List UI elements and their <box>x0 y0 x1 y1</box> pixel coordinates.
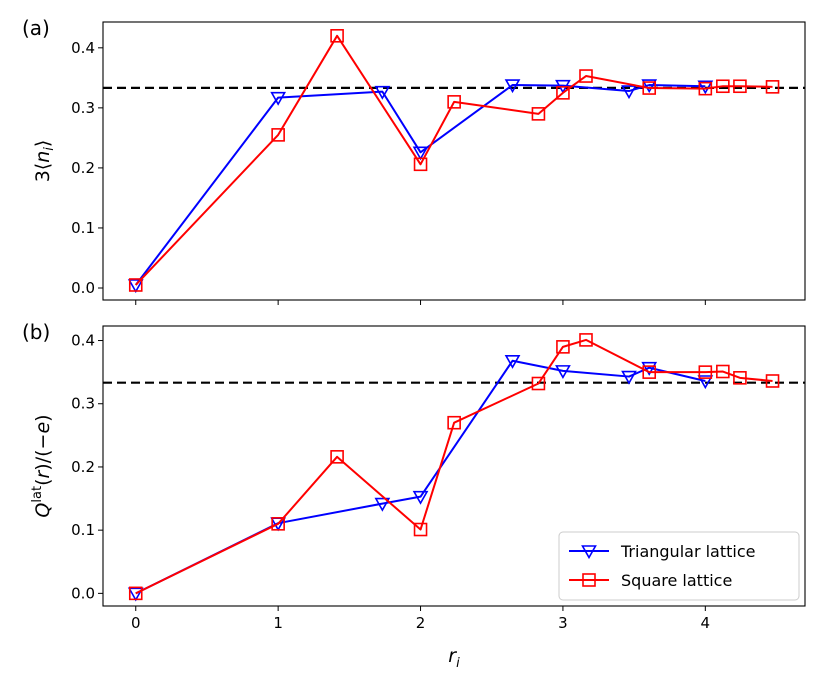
y-axis-label: 3⟨ni⟩ <box>32 140 57 183</box>
x-tick-label: 1 <box>273 614 283 632</box>
triangular-data-point <box>374 497 391 512</box>
y-tick-label: 0.3 <box>71 99 95 117</box>
square-data-point <box>765 374 780 388</box>
square-data-point <box>716 364 730 379</box>
plot-frame <box>102 325 806 607</box>
triangular-data-point <box>621 85 637 100</box>
x-tick-label: 0 <box>131 614 141 632</box>
triangular-data-point <box>412 146 429 161</box>
legend-label: Triangular lattice <box>620 542 755 561</box>
y-tick-label: 0.0 <box>71 584 95 602</box>
legend-swatch-marker <box>582 573 596 587</box>
x-axis-label: ri <box>448 645 460 671</box>
y-tick-label: 0.4 <box>71 39 95 57</box>
square-data-point <box>128 586 143 601</box>
triangular-data-point <box>374 85 391 100</box>
square-data-point <box>733 371 747 385</box>
triangular-data-point <box>641 79 658 94</box>
triangular-series-line <box>134 84 706 286</box>
legend-box <box>558 531 800 601</box>
y-tick-label: 0.0 <box>71 279 95 297</box>
triangular-data-point <box>555 365 571 380</box>
triangular-data-point <box>697 375 714 390</box>
y-axis-label: Qlat(r)/(−e) <box>30 414 54 517</box>
square-data-point <box>531 376 546 391</box>
square-data-point <box>642 81 657 95</box>
y-tick-label: 0.2 <box>71 159 95 177</box>
y-tick-label: 0.4 <box>71 332 95 350</box>
panel-label: (b) <box>22 320 50 344</box>
square-series-line <box>135 34 773 286</box>
square-data-point <box>698 81 713 96</box>
square-data-point <box>413 522 428 537</box>
x-tick-label: 3 <box>558 614 568 632</box>
y-tick-label: 0.1 <box>71 219 95 237</box>
panel-b: 0.0 0.1 0.2 0.3 0.4 0 1 2 3 4 (b) Qlat(r)/(−e) ri Tri… <box>22 320 806 671</box>
plot-frame <box>102 21 806 301</box>
triangular-data-point <box>270 91 287 106</box>
triangular-data-point <box>621 370 637 385</box>
panel-label: (a) <box>22 16 50 40</box>
square-data-point <box>271 128 285 142</box>
triangular-data-point <box>127 587 144 602</box>
y-tick-label: 0.1 <box>71 521 95 539</box>
triangular-data-point <box>641 361 658 376</box>
square-data-point <box>716 79 730 94</box>
triangular-data-point <box>127 279 144 294</box>
triangular-data-point <box>504 79 521 94</box>
square-data-point <box>413 157 428 172</box>
square-data-point <box>330 450 344 464</box>
square-data-point <box>642 365 657 379</box>
legend-label: Square lattice <box>621 571 732 590</box>
square-data-point <box>556 340 570 354</box>
y-tick-label: 0.3 <box>71 395 95 413</box>
legend-swatch-marker <box>581 545 597 560</box>
square-data-point <box>579 69 593 83</box>
legend: Triangular lattice Square lattice <box>558 531 800 601</box>
panel-a: 0.0 0.1 0.2 0.3 0.4 (a) 3⟨ni⟩ <box>22 16 806 305</box>
square-data-point <box>531 107 546 121</box>
square-series-line <box>135 338 773 595</box>
square-data-point <box>271 517 285 531</box>
square-data-point <box>733 79 747 94</box>
y-tick-label: 0.2 <box>71 458 95 476</box>
triangular-data-point <box>412 490 429 505</box>
square-data-point <box>447 95 461 109</box>
triangular-data-point <box>504 354 521 369</box>
square-data-point <box>447 415 461 430</box>
square-data-point <box>765 80 780 94</box>
square-data-point <box>330 29 344 43</box>
square-data-point <box>128 278 143 292</box>
square-data-point <box>556 86 570 100</box>
square-data-point <box>698 365 713 379</box>
triangular-data-point <box>697 80 714 95</box>
x-tick-label: 4 <box>701 614 711 632</box>
x-tick-label: 2 <box>416 614 426 632</box>
square-data-point <box>579 333 593 347</box>
